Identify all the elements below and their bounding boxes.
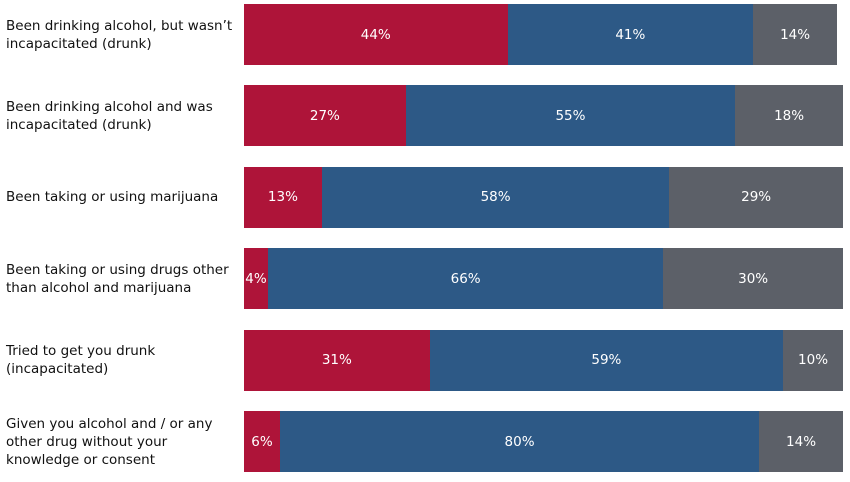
bar-segment: [244, 4, 508, 65]
data-label: 4%: [245, 270, 267, 287]
data-label: 59%: [591, 352, 622, 369]
bar-segment: [735, 85, 843, 147]
data-label: 6%: [251, 433, 273, 450]
data-label: 18%: [774, 107, 805, 124]
category-label: Tried to get you drunk (incapacitated): [6, 343, 156, 378]
data-label: 30%: [738, 270, 769, 287]
category-label: Given you alcohol and / or any other dru…: [6, 415, 213, 468]
data-label: 31%: [321, 352, 352, 369]
bar-segment: [244, 411, 280, 472]
data-label: 14%: [786, 433, 817, 450]
bar-segment: [244, 166, 322, 228]
bar-segment: [783, 329, 843, 391]
bar-segment: [321, 166, 670, 228]
data-label: 55%: [555, 107, 586, 124]
data-label: 29%: [741, 189, 772, 206]
bar-segment: [405, 85, 736, 147]
category-label: Been drinking alcohol and was incapacita…: [6, 98, 213, 133]
bar-segment: [753, 4, 837, 65]
bar-segment: [279, 411, 760, 472]
data-label: 13%: [267, 189, 298, 206]
category-label: Been drinking alcohol, but wasn’t incapa…: [6, 17, 233, 52]
bar-segment: [267, 248, 664, 310]
bar-segment: [429, 329, 784, 391]
bar-segment: [759, 411, 843, 472]
data-label: 10%: [798, 352, 829, 369]
data-label: 27%: [309, 107, 340, 124]
data-label: 66%: [450, 270, 481, 287]
bar-segment: [507, 4, 754, 65]
data-label: 44%: [360, 26, 391, 43]
data-label: 14%: [780, 26, 811, 43]
bar-segment: [669, 166, 843, 228]
data-label: 41%: [615, 26, 646, 43]
category-label: Been taking or using drugs other than al…: [6, 261, 229, 296]
category-label: Been taking or using marijuana: [6, 189, 219, 206]
data-label: 80%: [504, 433, 535, 450]
bar-segment: [244, 85, 406, 147]
data-label: 58%: [480, 189, 511, 206]
bar-segment: [244, 329, 430, 391]
bar-segment: [663, 248, 843, 310]
bar-segment: [244, 248, 268, 310]
